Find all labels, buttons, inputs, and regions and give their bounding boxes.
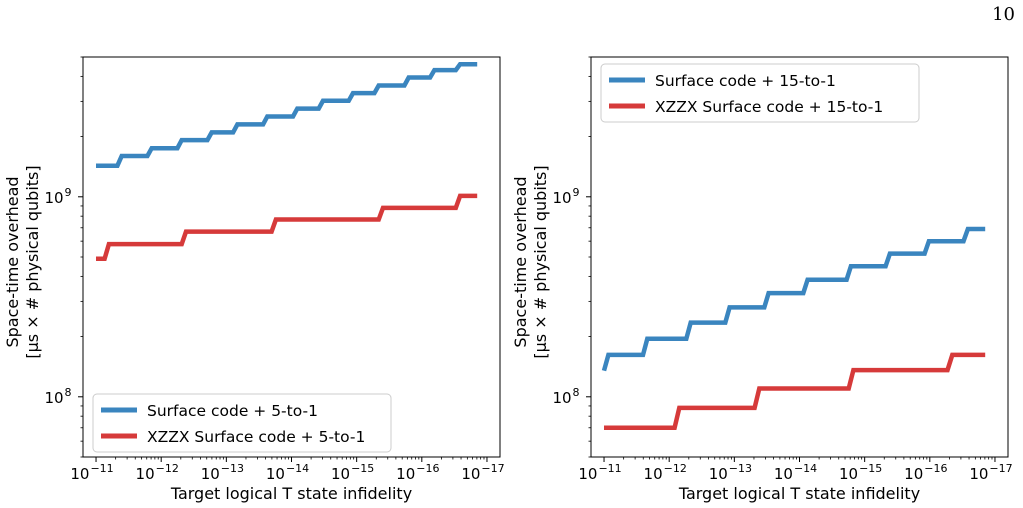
x-tick-label: 10−13 [201, 462, 244, 483]
left-x-ticks: 10−11 10−12 10−13 10−14 10−15 10−16 10−17 [70, 457, 505, 483]
x-tick-label: 10−14 [266, 462, 309, 483]
x-tick-label: 10−12 [136, 462, 179, 483]
right-legend-box [600, 63, 920, 123]
left-series-layer [96, 61, 478, 262]
series-line-xzzx-surface-code [96, 193, 478, 262]
x-tick-label: 10−17 [969, 462, 1012, 483]
x-tick-label: 10−12 [644, 462, 687, 483]
x-tick-label: 10−16 [904, 462, 947, 483]
y-tick-label: 109 [552, 186, 579, 207]
x-tick-label: 10−14 [774, 462, 817, 483]
right-series-layer [601, 226, 986, 431]
left-y-axis-label-line2: [μs × # physical qubits] [23, 165, 42, 358]
right-chart-panel: 10−11 10−12 10−13 10−14 10−15 10−16 10−17 1081… [511, 56, 1013, 503]
right-legend: Surface code + 15-to-1 XZZX Surface code… [600, 63, 920, 123]
legend-label-surface-code: Surface code + 5-to-1 [147, 402, 318, 420]
series-line-xzzx-surface-code [604, 352, 986, 431]
right-y-ticks: 108 109 [552, 56, 591, 458]
right-x-axis-label: Target logical T state infidelity [678, 484, 920, 503]
right-y-axis-label-line2: [μs × # physical qubits] [531, 165, 550, 358]
right-x-ticks: 10−11 10−12 10−13 10−14 10−15 10−16 10−17 [578, 457, 1013, 483]
legend-label-xzzx-surface-code: XZZX Surface code + 5-to-1 [147, 428, 365, 446]
series-line-surface-code [601, 226, 986, 372]
left-legend: Surface code + 5-to-1 XZZX Surface code … [92, 393, 392, 453]
x-tick-label: 10−13 [709, 462, 752, 483]
x-tick-label: 10−17 [461, 462, 504, 483]
left-legend-box [92, 393, 392, 453]
right-y-axis-label-line1: Space-time overhead [511, 176, 530, 347]
y-tick-label: 109 [44, 186, 71, 207]
left-chart-panel: 10−11 10−12 10−13 10−14 10−15 10−16 10−17 1081… [3, 56, 505, 503]
series-line-surface-code [96, 61, 478, 168]
x-tick-label: 10−15 [331, 462, 374, 483]
y-tick-label: 108 [44, 386, 71, 407]
x-tick-label: 10−11 [578, 462, 621, 483]
x-tick-label: 10−11 [70, 462, 113, 483]
left-y-axis-label-line1: Space-time overhead [3, 176, 22, 347]
legend-label-surface-code-15: Surface code + 15-to-1 [655, 72, 836, 90]
page-number: 10 [992, 4, 1015, 25]
x-tick-label: 10−15 [839, 462, 882, 483]
left-x-axis-label: Target logical T state infidelity [170, 484, 412, 503]
y-tick-label: 108 [552, 386, 579, 407]
legend-label-xzzx-surface-code-15: XZZX Surface code + 15-to-1 [655, 98, 883, 116]
left-y-ticks: 108 109 [44, 56, 83, 458]
x-tick-label: 10−16 [396, 462, 439, 483]
